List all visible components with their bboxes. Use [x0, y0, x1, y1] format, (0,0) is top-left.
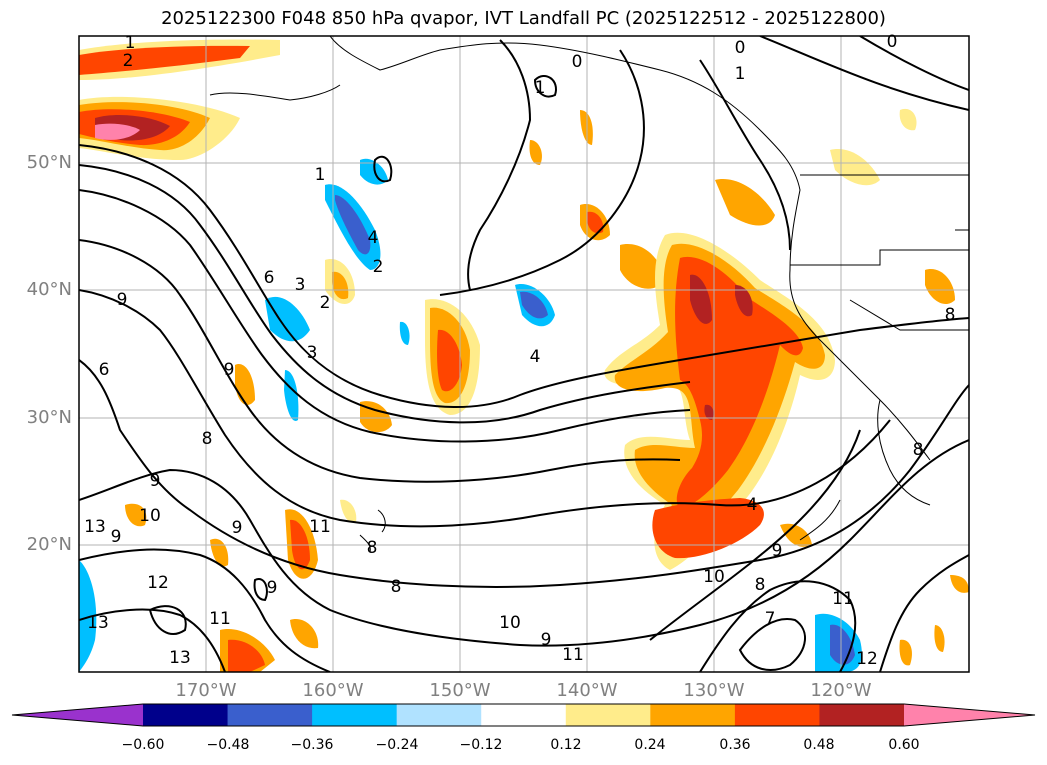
- lat-label-20n: 20°N: [26, 534, 72, 555]
- pc-shading-layer: [79, 39, 969, 672]
- contour-label: 12: [856, 649, 878, 669]
- colorbar-tick-label: 0.24: [634, 737, 666, 753]
- contour-label: 13: [169, 648, 191, 668]
- contour-label: 1: [735, 64, 746, 84]
- colorbar-swatch: [227, 704, 313, 726]
- contour-label: 9: [232, 518, 243, 538]
- contour-label: 11: [309, 517, 331, 537]
- colorbar-tick-label: 0.12: [550, 737, 582, 753]
- coastlines: [209, 36, 969, 553]
- contour-label: 10: [703, 567, 725, 587]
- map-title: 2025122300 F048 850 hPa qvapor, IVT Land…: [161, 8, 886, 29]
- lat-label-30n: 30°N: [26, 407, 72, 428]
- contour-label: 4: [530, 347, 541, 367]
- contour-label: 9: [117, 290, 128, 310]
- contour-label: 1: [315, 165, 326, 185]
- contour-label: 8: [755, 575, 766, 595]
- colorbar-tick-label: 0.48: [803, 737, 835, 753]
- colorbar: [11, 703, 1036, 727]
- lon-label-140w: 140°W: [556, 680, 618, 701]
- colorbar-tick-label: 0.60: [888, 737, 920, 753]
- contour-label: 8: [391, 577, 402, 597]
- colorbar-tick-label: −0.12: [459, 737, 503, 753]
- contour-label: 9: [224, 360, 235, 380]
- colorbar-tick-label: 0.36: [719, 737, 751, 753]
- contour-label: 1: [125, 33, 136, 53]
- contour-label: 9: [541, 630, 552, 650]
- contour-label: 6: [264, 268, 275, 288]
- colorbar-tick-label: −0.48: [206, 737, 250, 753]
- contour-label: 0: [572, 52, 583, 72]
- colorbar-swatch: [650, 704, 736, 726]
- lon-label-170w: 170°W: [175, 680, 237, 701]
- contour-label: 11: [209, 609, 231, 629]
- colorbar-swatch: [312, 704, 398, 726]
- colorbar-swatch: [819, 704, 905, 726]
- contour-label: 2: [123, 51, 134, 71]
- contour-label: 9: [267, 578, 278, 598]
- colorbar-outline: [11, 703, 1036, 727]
- contour-label: 7: [765, 609, 776, 629]
- contour-label: 0: [887, 32, 898, 52]
- lon-label-150w: 150°W: [429, 680, 491, 701]
- contour-label: 10: [499, 613, 521, 633]
- lon-label-130w: 130°W: [683, 680, 745, 701]
- graticule: [79, 36, 969, 672]
- colorbar-swatch: [565, 704, 651, 726]
- contour-label: 8: [945, 305, 956, 325]
- contour-label: 6: [99, 360, 110, 380]
- contour-label: 0: [735, 38, 746, 58]
- contour-label: 9: [150, 471, 161, 491]
- colorbar-swatch: [481, 704, 567, 726]
- contour-label: 11: [832, 589, 854, 609]
- colorbar-swatch: [143, 704, 229, 726]
- contour-label: 11: [562, 645, 584, 665]
- contour-label-layer: 0 0 0 1 1 1 1 2 2 2 3 3 4 4 4 6 6 8 8 8 …: [84, 32, 955, 669]
- colorbar-extension-low: [12, 704, 143, 726]
- lat-label-50n: 50°N: [26, 152, 72, 173]
- contour-label: 12: [147, 573, 169, 593]
- contour-label: 9: [772, 541, 783, 561]
- contour-label: 8: [202, 429, 213, 449]
- colorbar-swatch: [734, 704, 820, 726]
- contour-label: 4: [368, 228, 379, 248]
- colorbar-swatch: [396, 704, 482, 726]
- contour-label: 13: [87, 613, 109, 633]
- lon-label-120w: 120°W: [810, 680, 872, 701]
- colorbar-tick-label: −0.24: [375, 737, 419, 753]
- qvapor-contours: [79, 36, 969, 672]
- colorbar-extension-high: [904, 704, 1035, 726]
- lon-label-160w: 160°W: [302, 680, 364, 701]
- contour-label: 8: [913, 440, 924, 460]
- lat-label-40n: 40°N: [26, 279, 72, 300]
- map-frame: [78, 35, 970, 673]
- colorbar-tick-label: −0.36: [290, 737, 334, 753]
- contour-label: 3: [295, 275, 306, 295]
- contour-label: 13: [84, 517, 106, 537]
- contour-label: 10: [139, 506, 161, 526]
- contour-label: 4: [747, 495, 758, 515]
- contour-label: 8: [367, 538, 378, 558]
- contour-label: 1: [535, 78, 546, 98]
- colorbar-tick-label: −0.60: [121, 737, 165, 753]
- contour-label: 2: [373, 257, 384, 277]
- contour-label: 2: [320, 293, 331, 313]
- contour-label: 9: [111, 527, 122, 547]
- contour-label: 3: [307, 343, 318, 363]
